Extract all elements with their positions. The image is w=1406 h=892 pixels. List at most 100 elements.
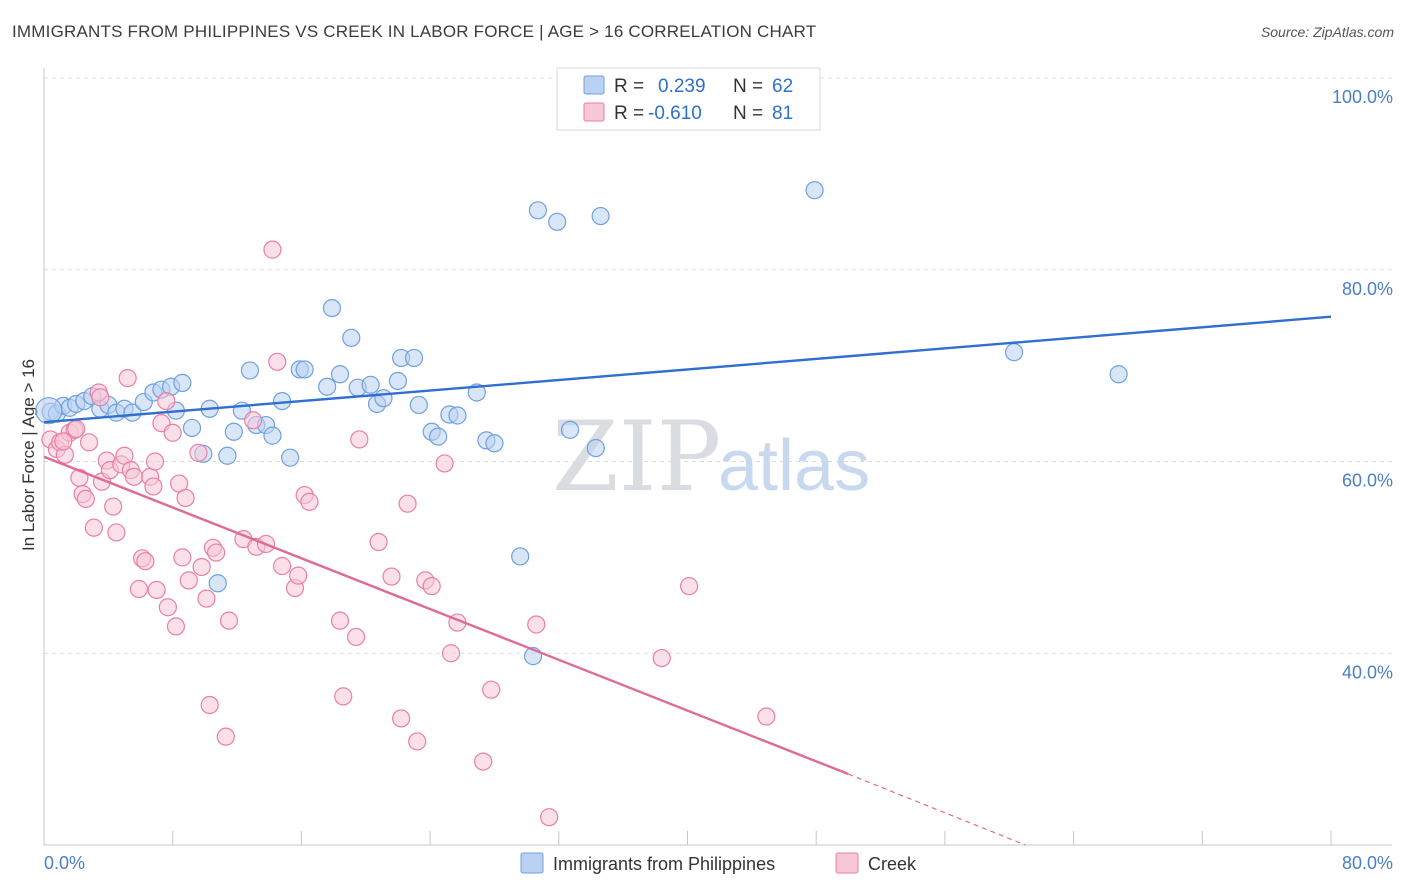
legend-r-label-2: R =	[614, 103, 644, 124]
point-creek-58	[346, 627, 366, 647]
watermark-zip: ZIP	[552, 401, 721, 513]
source-label: Source: ZipAtlas.com	[1260, 24, 1394, 40]
point-creek-42	[207, 543, 226, 562]
point-philippines-59	[805, 181, 824, 200]
point-creek-59	[350, 430, 369, 449]
point-creek-72	[527, 615, 546, 634]
point-creek-63	[398, 494, 417, 513]
legend-swatch-philippines	[583, 75, 605, 95]
point-philippines-56	[560, 420, 580, 439]
point-philippines-41	[388, 371, 408, 391]
correlation-legend: R = 0.239 N = 62 R = -0.610 N = 81	[556, 67, 821, 131]
y-tick-labels: 40.0% 60.0% 80.0% 100.0%	[1332, 87, 1393, 682]
point-philippines-25	[240, 361, 260, 380]
point-philippines-35	[330, 365, 350, 384]
point-creek-79	[91, 388, 110, 407]
point-philippines-17	[173, 373, 192, 392]
legend-n-value-2: 81	[772, 103, 793, 124]
legend-n-label-2: N =	[733, 103, 763, 124]
point-creek-80	[145, 452, 165, 471]
point-creek-30	[158, 598, 177, 617]
legend-n-value-1: 62	[772, 76, 793, 97]
point-creek-61	[382, 567, 401, 586]
point-philippines-60	[1004, 343, 1024, 362]
trend-lines	[43, 315, 1332, 846]
point-philippines-43	[404, 348, 424, 368]
point-creek-71	[482, 680, 501, 699]
legend-r-value-1: 0.239	[658, 76, 706, 97]
point-creek-39	[197, 589, 216, 608]
point-philippines-51	[485, 434, 504, 453]
watermark-atlas: atlas	[718, 426, 870, 506]
point-creek-29	[157, 391, 176, 411]
x-tick-label-0: 0.0%	[44, 853, 85, 873]
legend-n-label-1: N =	[733, 76, 763, 97]
trend-line-philippines	[43, 315, 1332, 424]
x-tick-labels: 0.0% 80.0%	[44, 853, 1393, 873]
point-philippines-22	[218, 446, 237, 465]
y-tick-label-1: 60.0%	[1342, 471, 1393, 491]
point-creek-78	[67, 419, 86, 439]
point-creek-10	[84, 518, 103, 537]
point-philippines-61	[1109, 365, 1128, 384]
point-creek-53	[289, 566, 308, 585]
point-creek-34	[173, 548, 192, 567]
point-philippines-58	[591, 206, 610, 226]
bottom-legend-label-philippines: Immigrants from Philippines	[553, 854, 775, 874]
point-philippines-32	[295, 360, 314, 379]
point-creek-22	[129, 579, 149, 599]
point-creek-74	[652, 648, 671, 668]
point-creek-40	[200, 695, 219, 715]
point-creek-15	[104, 497, 123, 516]
point-creek-37	[189, 443, 208, 462]
point-creek-50	[268, 352, 287, 371]
point-creek-38	[192, 557, 211, 577]
point-creek-16	[107, 523, 126, 542]
point-creek-35	[176, 488, 195, 508]
legend-r-label-1: R =	[614, 76, 644, 97]
point-creek-43	[216, 727, 235, 746]
point-philippines-57	[586, 438, 605, 458]
axes	[43, 68, 1392, 846]
point-philippines-21	[208, 574, 227, 593]
chart-title: IMMIGRANTS FROM PHILIPPINES VS CREEK IN …	[12, 22, 817, 41]
point-philippines-11	[123, 403, 142, 422]
y-tick-label-0: 40.0%	[1342, 662, 1393, 682]
point-philippines-34	[322, 299, 342, 318]
point-philippines-36	[342, 328, 361, 347]
trend-line-creek-extension	[848, 773, 1026, 846]
point-philippines-46	[429, 427, 448, 446]
point-philippines-38	[361, 375, 380, 394]
point-creek-32	[166, 617, 186, 636]
point-creek-31	[163, 423, 182, 442]
y-axis-label: In Labor Force | Age > 16	[19, 359, 38, 551]
point-creek-70	[474, 752, 493, 771]
point-creek-57	[334, 687, 353, 706]
point-philippines-52	[511, 547, 530, 566]
point-creek-9	[79, 433, 99, 452]
point-creek-67	[435, 454, 454, 473]
bottom-legend-label-creek: Creek	[868, 854, 917, 874]
point-creek-51	[272, 556, 292, 576]
point-creek-49	[263, 240, 282, 259]
point-creek-68	[441, 644, 461, 663]
point-creek-27	[147, 580, 166, 600]
point-creek-62	[392, 709, 411, 728]
point-creek-64	[408, 732, 427, 751]
point-creek-36	[179, 571, 198, 590]
x-tick-label-1: 80.0%	[1342, 853, 1393, 873]
point-creek-44	[219, 611, 239, 630]
point-philippines-23	[224, 422, 243, 441]
point-philippines-48	[448, 406, 467, 425]
point-philippines-18	[182, 418, 202, 438]
y-tick-label-3: 100.0%	[1332, 87, 1393, 107]
point-creek-56	[330, 611, 350, 630]
point-creek-75	[680, 577, 699, 596]
point-philippines-55	[548, 212, 567, 231]
point-creek-26	[144, 477, 163, 496]
y-tick-label-2: 80.0%	[1342, 279, 1393, 299]
point-creek-19	[118, 368, 137, 388]
point-creek-21	[124, 467, 144, 486]
point-philippines-33	[318, 377, 337, 396]
